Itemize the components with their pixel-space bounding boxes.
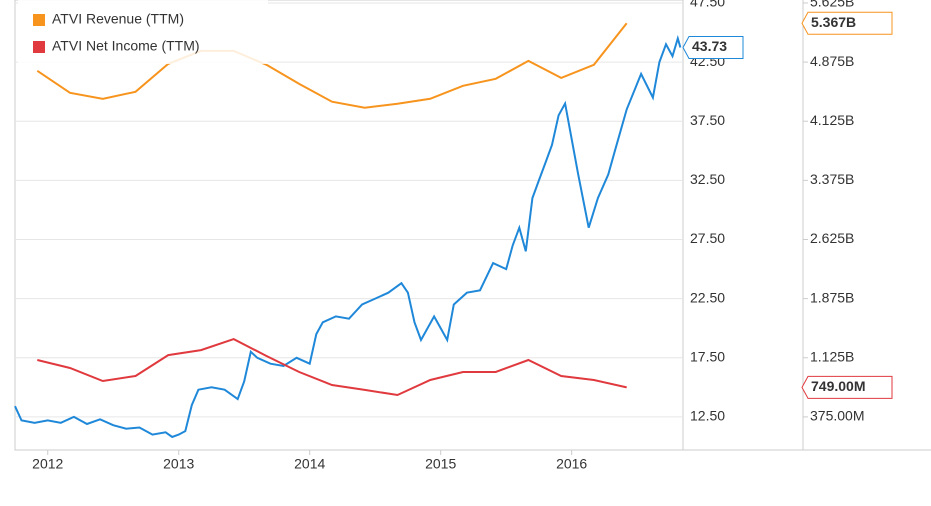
end-label-box	[801, 375, 893, 399]
y-tick-label: 47.50	[690, 0, 725, 10]
y-tick-label: 12.50	[690, 408, 725, 424]
y-tick-label: 17.50	[690, 348, 725, 364]
y2-tick-label: 2.625B	[810, 230, 854, 246]
legend-swatch	[33, 14, 45, 26]
x-tick-label: 2014	[294, 456, 325, 472]
end-label-text: 749.00M	[811, 378, 865, 394]
y-tick-label: 37.50	[690, 112, 725, 128]
series-line	[37, 338, 627, 397]
series-line	[14, 34, 682, 439]
y2-tick-label: 1.875B	[810, 289, 854, 305]
y2-tick-label: 1.125B	[810, 348, 854, 364]
end-label-box	[801, 11, 893, 35]
series-line	[36, 22, 628, 109]
y-tick-label: 22.50	[690, 289, 725, 305]
x-tick-label: 2015	[425, 456, 456, 472]
y-tick-label: 27.50	[690, 230, 725, 246]
end-label-box	[682, 36, 744, 60]
end-label-text: 43.73	[692, 38, 727, 54]
legend: ATVI Revenue (TTM) ATVI Net Income (TTM)	[18, 0, 268, 64]
legend-label: ATVI Net Income (TTM)	[52, 38, 200, 54]
legend-box	[18, 0, 268, 64]
legend-swatch	[33, 41, 45, 53]
y2-tick-label: 4.875B	[810, 53, 854, 69]
y2-tick-label: 375.00M	[810, 408, 864, 424]
end-label: 749.00M	[801, 375, 893, 399]
x-tick-label: 2012	[32, 456, 63, 472]
y2-tick-label: 3.375B	[810, 171, 854, 187]
y-tick-label: 32.50	[690, 171, 725, 187]
y2-tick-label: 4.125B	[810, 112, 854, 128]
x-tick-label: 2016	[556, 456, 587, 472]
end-label-text: 5.367B	[811, 14, 856, 30]
plot-area	[14, 0, 684, 451]
x-tick-label: 2013	[163, 456, 194, 472]
end-label: 43.73	[682, 36, 744, 60]
end-label: 5.367B	[801, 11, 893, 35]
legend-label: ATVI Revenue (TTM)	[52, 11, 184, 27]
y2-tick-label: 5.625B	[810, 0, 854, 10]
